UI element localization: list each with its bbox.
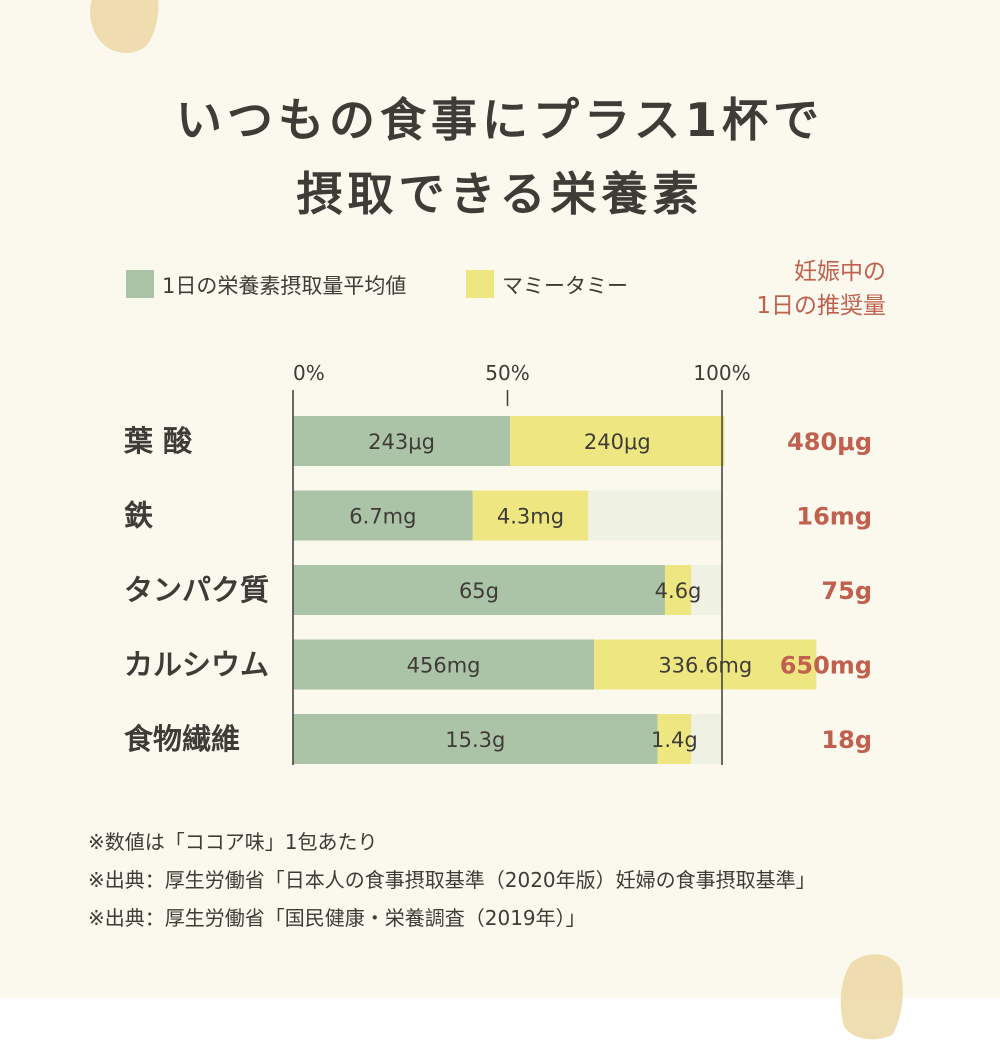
data-label-product-0: 240μg — [584, 430, 651, 454]
recommended-value-4: 18g — [821, 726, 872, 754]
bar-remainder-2 — [691, 565, 722, 615]
bar-average-0 — [293, 416, 511, 466]
category-label-1: 鉄 — [124, 499, 153, 533]
category-label-4: 食物繊維 — [124, 722, 240, 756]
footnote-2: ※出典：厚生労働省「日本人の食事摂取基準（2020年版）妊婦の食事摂取基準」 — [88, 868, 816, 892]
bar-average-1 — [293, 490, 473, 541]
footnote-1: ※数値は「ココア味」1包あたり — [88, 830, 378, 854]
footnote-3: ※出典：厚生労働省「国民健康・栄養調査（2019年）」 — [88, 906, 586, 930]
x-tick-label-1: 50% — [485, 361, 529, 385]
recommended-header-line-1: 妊娠中の — [794, 259, 886, 285]
data-label-product-3: 336.6mg — [658, 654, 752, 678]
recommended-header: 妊娠中の 1日の推奨量 — [756, 255, 886, 323]
x-tick-label-0: 0% — [293, 361, 325, 385]
bar-remainder-4 — [691, 714, 722, 764]
bar-remainder-1 — [588, 490, 722, 541]
data-label-average-0: 243μg — [368, 430, 435, 454]
recommended-value-1: 16mg — [796, 503, 872, 531]
recommended-header-line-2: 1日の推奨量 — [756, 293, 886, 319]
category-label-3: カルシウム — [124, 648, 269, 682]
recommended-value-2: 75g — [821, 577, 872, 605]
legend-swatch-average — [126, 270, 154, 298]
legend-label-product: マミータミー — [502, 274, 628, 298]
powder-blob-bottom-right — [840, 954, 903, 1040]
bottom-white-strip — [0, 998, 1000, 1043]
legend-swatch-product — [466, 270, 494, 298]
bar-product-3 — [594, 639, 817, 690]
bar-product-0 — [510, 416, 725, 466]
powder-blob-top-left — [90, 0, 159, 53]
data-label-average-1: 6.7mg — [349, 505, 416, 529]
bar-average-3 — [293, 639, 595, 690]
data-label-product-1: 4.3mg — [497, 505, 564, 529]
bar-product-2 — [664, 565, 692, 615]
data-label-average-4: 15.3g — [445, 728, 505, 752]
bar-average-2 — [293, 565, 665, 615]
bar-average-4 — [293, 714, 658, 764]
data-label-average-3: 456mg — [407, 654, 481, 678]
data-label-product-4: 1.4g — [651, 728, 698, 752]
x-tick-label-2: 100% — [693, 361, 750, 385]
bar-product-1 — [472, 490, 589, 541]
title-line-2: 摂取できる栄養素 — [296, 167, 704, 221]
category-label-2: タンパク質 — [124, 573, 269, 607]
title-line-1: いつもの食事にプラス1杯で — [175, 93, 825, 147]
legend-label-average: 1日の栄養素摂取量平均値 — [162, 274, 407, 298]
data-label-product-2: 4.6g — [655, 579, 702, 603]
recommended-value-3: 650mg — [780, 652, 872, 680]
category-label-0: 葉 酸 — [123, 424, 193, 458]
bar-product-4 — [657, 714, 692, 764]
data-label-average-2: 65g — [459, 579, 499, 603]
recommended-value-0: 480μg — [787, 428, 872, 456]
